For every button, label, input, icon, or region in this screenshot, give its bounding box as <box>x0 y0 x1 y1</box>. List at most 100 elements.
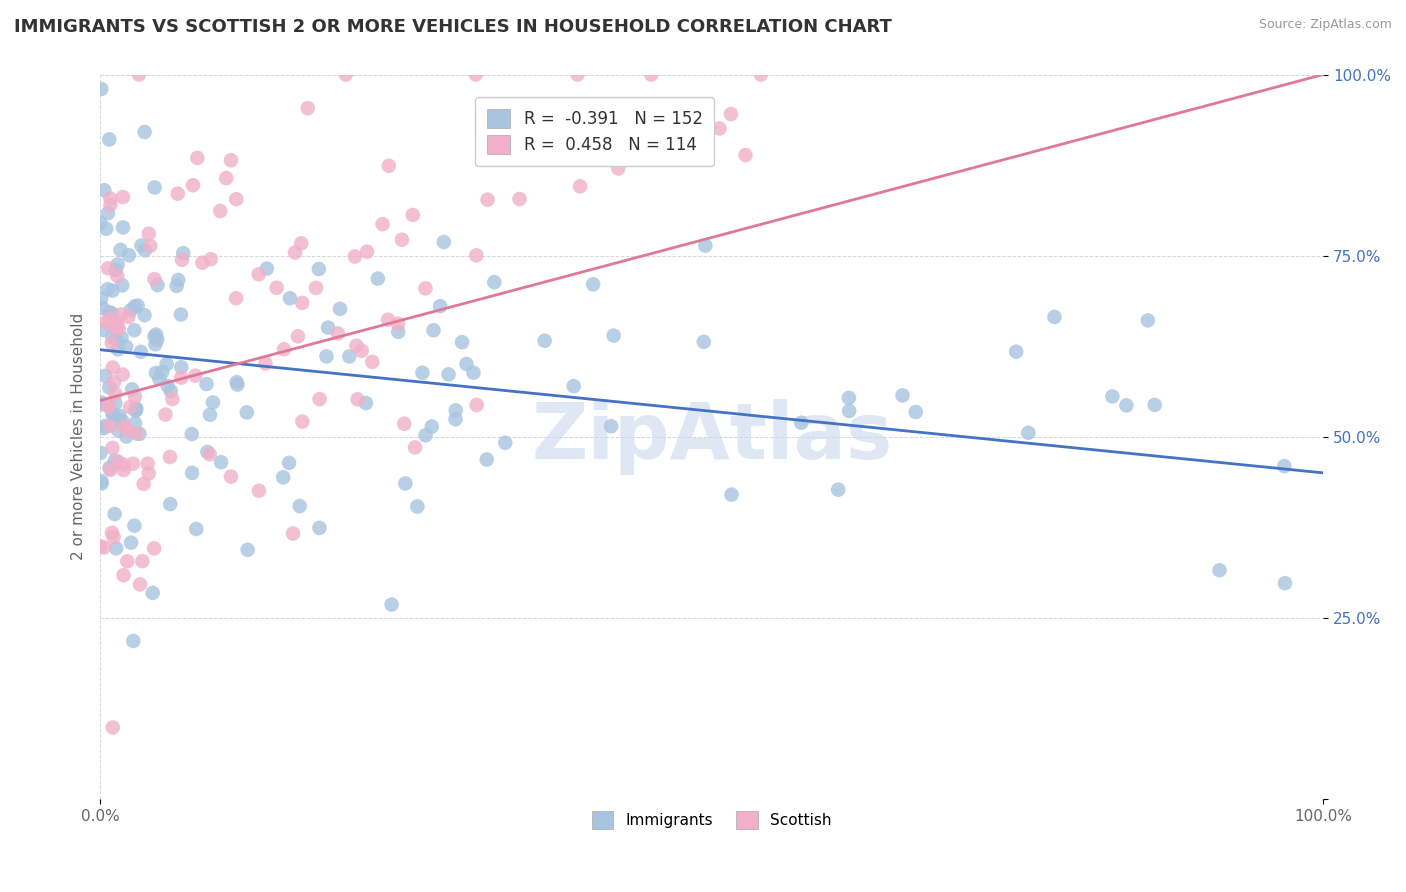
Text: ZipAtlas: ZipAtlas <box>531 399 893 475</box>
Point <box>94 368 117 383</box>
Point <box>100 198 122 212</box>
Point <box>181 178 204 193</box>
Point <box>91 301 114 315</box>
Point <box>198 408 221 422</box>
Point <box>170 308 193 322</box>
Point <box>104 453 127 467</box>
Point <box>139 239 162 253</box>
Point <box>90 395 112 409</box>
Point <box>219 153 242 168</box>
Point <box>346 392 368 407</box>
Point <box>98 305 121 319</box>
Point <box>209 204 232 219</box>
Point <box>287 329 309 343</box>
Point <box>533 334 555 348</box>
Point <box>602 328 624 343</box>
Point <box>891 388 914 402</box>
Point <box>89 446 111 460</box>
Point <box>103 376 125 390</box>
Point <box>1274 576 1296 591</box>
Point <box>90 476 112 491</box>
Point <box>100 306 122 320</box>
Point <box>138 227 160 241</box>
Point <box>91 323 114 337</box>
Point <box>125 426 148 441</box>
Point <box>117 423 139 437</box>
Point <box>904 405 927 419</box>
Point <box>695 238 717 252</box>
Point <box>356 244 378 259</box>
Point <box>422 323 444 337</box>
Point <box>475 452 498 467</box>
Point <box>387 317 409 331</box>
Point <box>105 319 128 334</box>
Point <box>143 272 166 286</box>
Point <box>381 598 404 612</box>
Point <box>134 125 156 139</box>
Point <box>456 357 478 371</box>
Point <box>110 243 132 257</box>
Point <box>337 350 360 364</box>
Point <box>143 329 166 343</box>
Point <box>167 273 190 287</box>
Point <box>316 320 339 334</box>
Point <box>790 416 813 430</box>
Point <box>124 390 146 404</box>
Point <box>225 192 247 206</box>
Point <box>142 586 165 600</box>
Point <box>159 384 181 398</box>
Point <box>1143 398 1166 412</box>
Point <box>236 405 259 419</box>
Point <box>281 526 304 541</box>
Point <box>97 399 120 413</box>
Point <box>129 577 152 591</box>
Point <box>108 409 131 423</box>
Point <box>124 300 146 314</box>
Point <box>291 296 314 310</box>
Point <box>162 392 184 406</box>
Point <box>159 450 181 464</box>
Point <box>100 336 122 351</box>
Point <box>166 186 188 201</box>
Point <box>134 308 156 322</box>
Point <box>284 245 307 260</box>
Point <box>433 235 456 249</box>
Point <box>97 400 120 414</box>
Point <box>394 476 416 491</box>
Point <box>200 252 222 267</box>
Point <box>127 299 149 313</box>
Point <box>191 256 214 270</box>
Point <box>640 68 662 82</box>
Point <box>494 435 516 450</box>
Point <box>155 408 177 422</box>
Point <box>315 350 337 364</box>
Point <box>335 68 357 82</box>
Point <box>112 419 135 434</box>
Point <box>838 404 860 418</box>
Point <box>143 180 166 194</box>
Point <box>110 330 132 344</box>
Point <box>1101 389 1123 403</box>
Point <box>146 278 169 293</box>
Point <box>225 375 247 389</box>
Point <box>138 467 160 481</box>
Point <box>606 142 628 156</box>
Point <box>709 121 731 136</box>
Point <box>129 344 152 359</box>
Point <box>97 398 120 412</box>
Point <box>111 220 134 235</box>
Point <box>838 391 860 405</box>
Point <box>122 634 145 648</box>
Point <box>477 193 499 207</box>
Point <box>720 487 742 501</box>
Point <box>271 470 294 484</box>
Point <box>186 151 208 165</box>
Point <box>107 412 129 426</box>
Point <box>101 525 124 540</box>
Point <box>94 419 117 434</box>
Point <box>186 522 208 536</box>
Point <box>90 292 112 306</box>
Point <box>101 406 124 420</box>
Point <box>101 721 124 735</box>
Point <box>1017 425 1039 440</box>
